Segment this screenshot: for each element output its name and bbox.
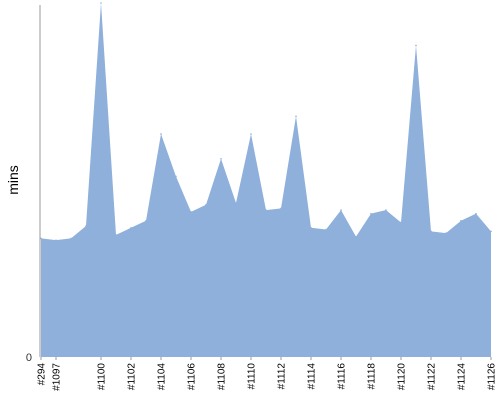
x-tick-label: #1100 xyxy=(97,363,108,391)
x-tick-label: #1110 xyxy=(247,363,258,390)
data-point-#1108 xyxy=(220,157,222,160)
data-point-#1122 xyxy=(430,230,432,233)
data-point-#1116 xyxy=(340,209,342,211)
x-tick-label: #1114 xyxy=(307,363,318,390)
data-point-#1115 xyxy=(325,228,327,231)
data-point-#1099 xyxy=(85,225,87,227)
data-point-#1124 xyxy=(460,219,462,222)
data-point-#294 xyxy=(40,237,42,240)
plot-area xyxy=(40,2,492,357)
data-point-#1102 xyxy=(130,226,132,229)
data-point-#1126 xyxy=(490,230,492,233)
x-tick-label: #1122 xyxy=(427,363,438,391)
data-point-#1112 xyxy=(280,207,282,210)
x-tick-label: #294 xyxy=(37,363,48,386)
y-axis-ticks: 0 xyxy=(26,352,32,364)
data-point-#1117 xyxy=(355,235,357,238)
data-point-#1113 xyxy=(295,115,297,118)
x-tick-label: #1118 xyxy=(367,363,378,390)
data-point-#1101 xyxy=(115,234,117,236)
x-tick-label: #1106 xyxy=(187,363,198,391)
x-axis-ticks: #294 #1097 #1100 #1102 #1104 #1106 #1108 #1110 #… xyxy=(37,357,498,391)
data-point-#1106 xyxy=(190,211,192,213)
data-point-#1098 xyxy=(70,237,72,240)
y-axis-title: mins xyxy=(5,165,21,195)
y-tick-label: 0 xyxy=(26,352,32,364)
data-point-#1123 xyxy=(445,232,447,234)
data-point-#1103 xyxy=(145,219,147,222)
x-tick-label: #1112 xyxy=(277,363,288,390)
data-point-#1120 xyxy=(400,221,402,224)
data-point-#1107 xyxy=(205,203,207,206)
x-tick-label: #1097 xyxy=(52,363,63,391)
x-tick-label: #1102 xyxy=(127,363,138,391)
x-tick-label: #1108 xyxy=(217,363,228,391)
data-point-#1111 xyxy=(265,209,267,211)
area-series xyxy=(41,3,491,357)
data-point-#1104 xyxy=(160,133,162,135)
data-point-#1114 xyxy=(310,226,312,229)
data-point-#1110 xyxy=(250,133,252,135)
x-tick-label: #1120 xyxy=(397,363,408,391)
data-point-#1119 xyxy=(385,209,387,211)
x-tick-label: #1116 xyxy=(337,363,348,390)
data-point-#1121 xyxy=(415,44,417,47)
data-point-#1097 xyxy=(55,239,57,241)
data-point-#1100 xyxy=(100,2,102,4)
x-tick-label: #1104 xyxy=(157,363,168,391)
data-point-#1125 xyxy=(475,212,477,215)
x-tick-label: #1126 xyxy=(487,363,498,391)
x-tick-label: #1124 xyxy=(457,363,468,391)
data-point-#1109 xyxy=(235,202,237,204)
data-point-#1118 xyxy=(370,212,372,215)
data-point-#1105 xyxy=(175,175,177,178)
